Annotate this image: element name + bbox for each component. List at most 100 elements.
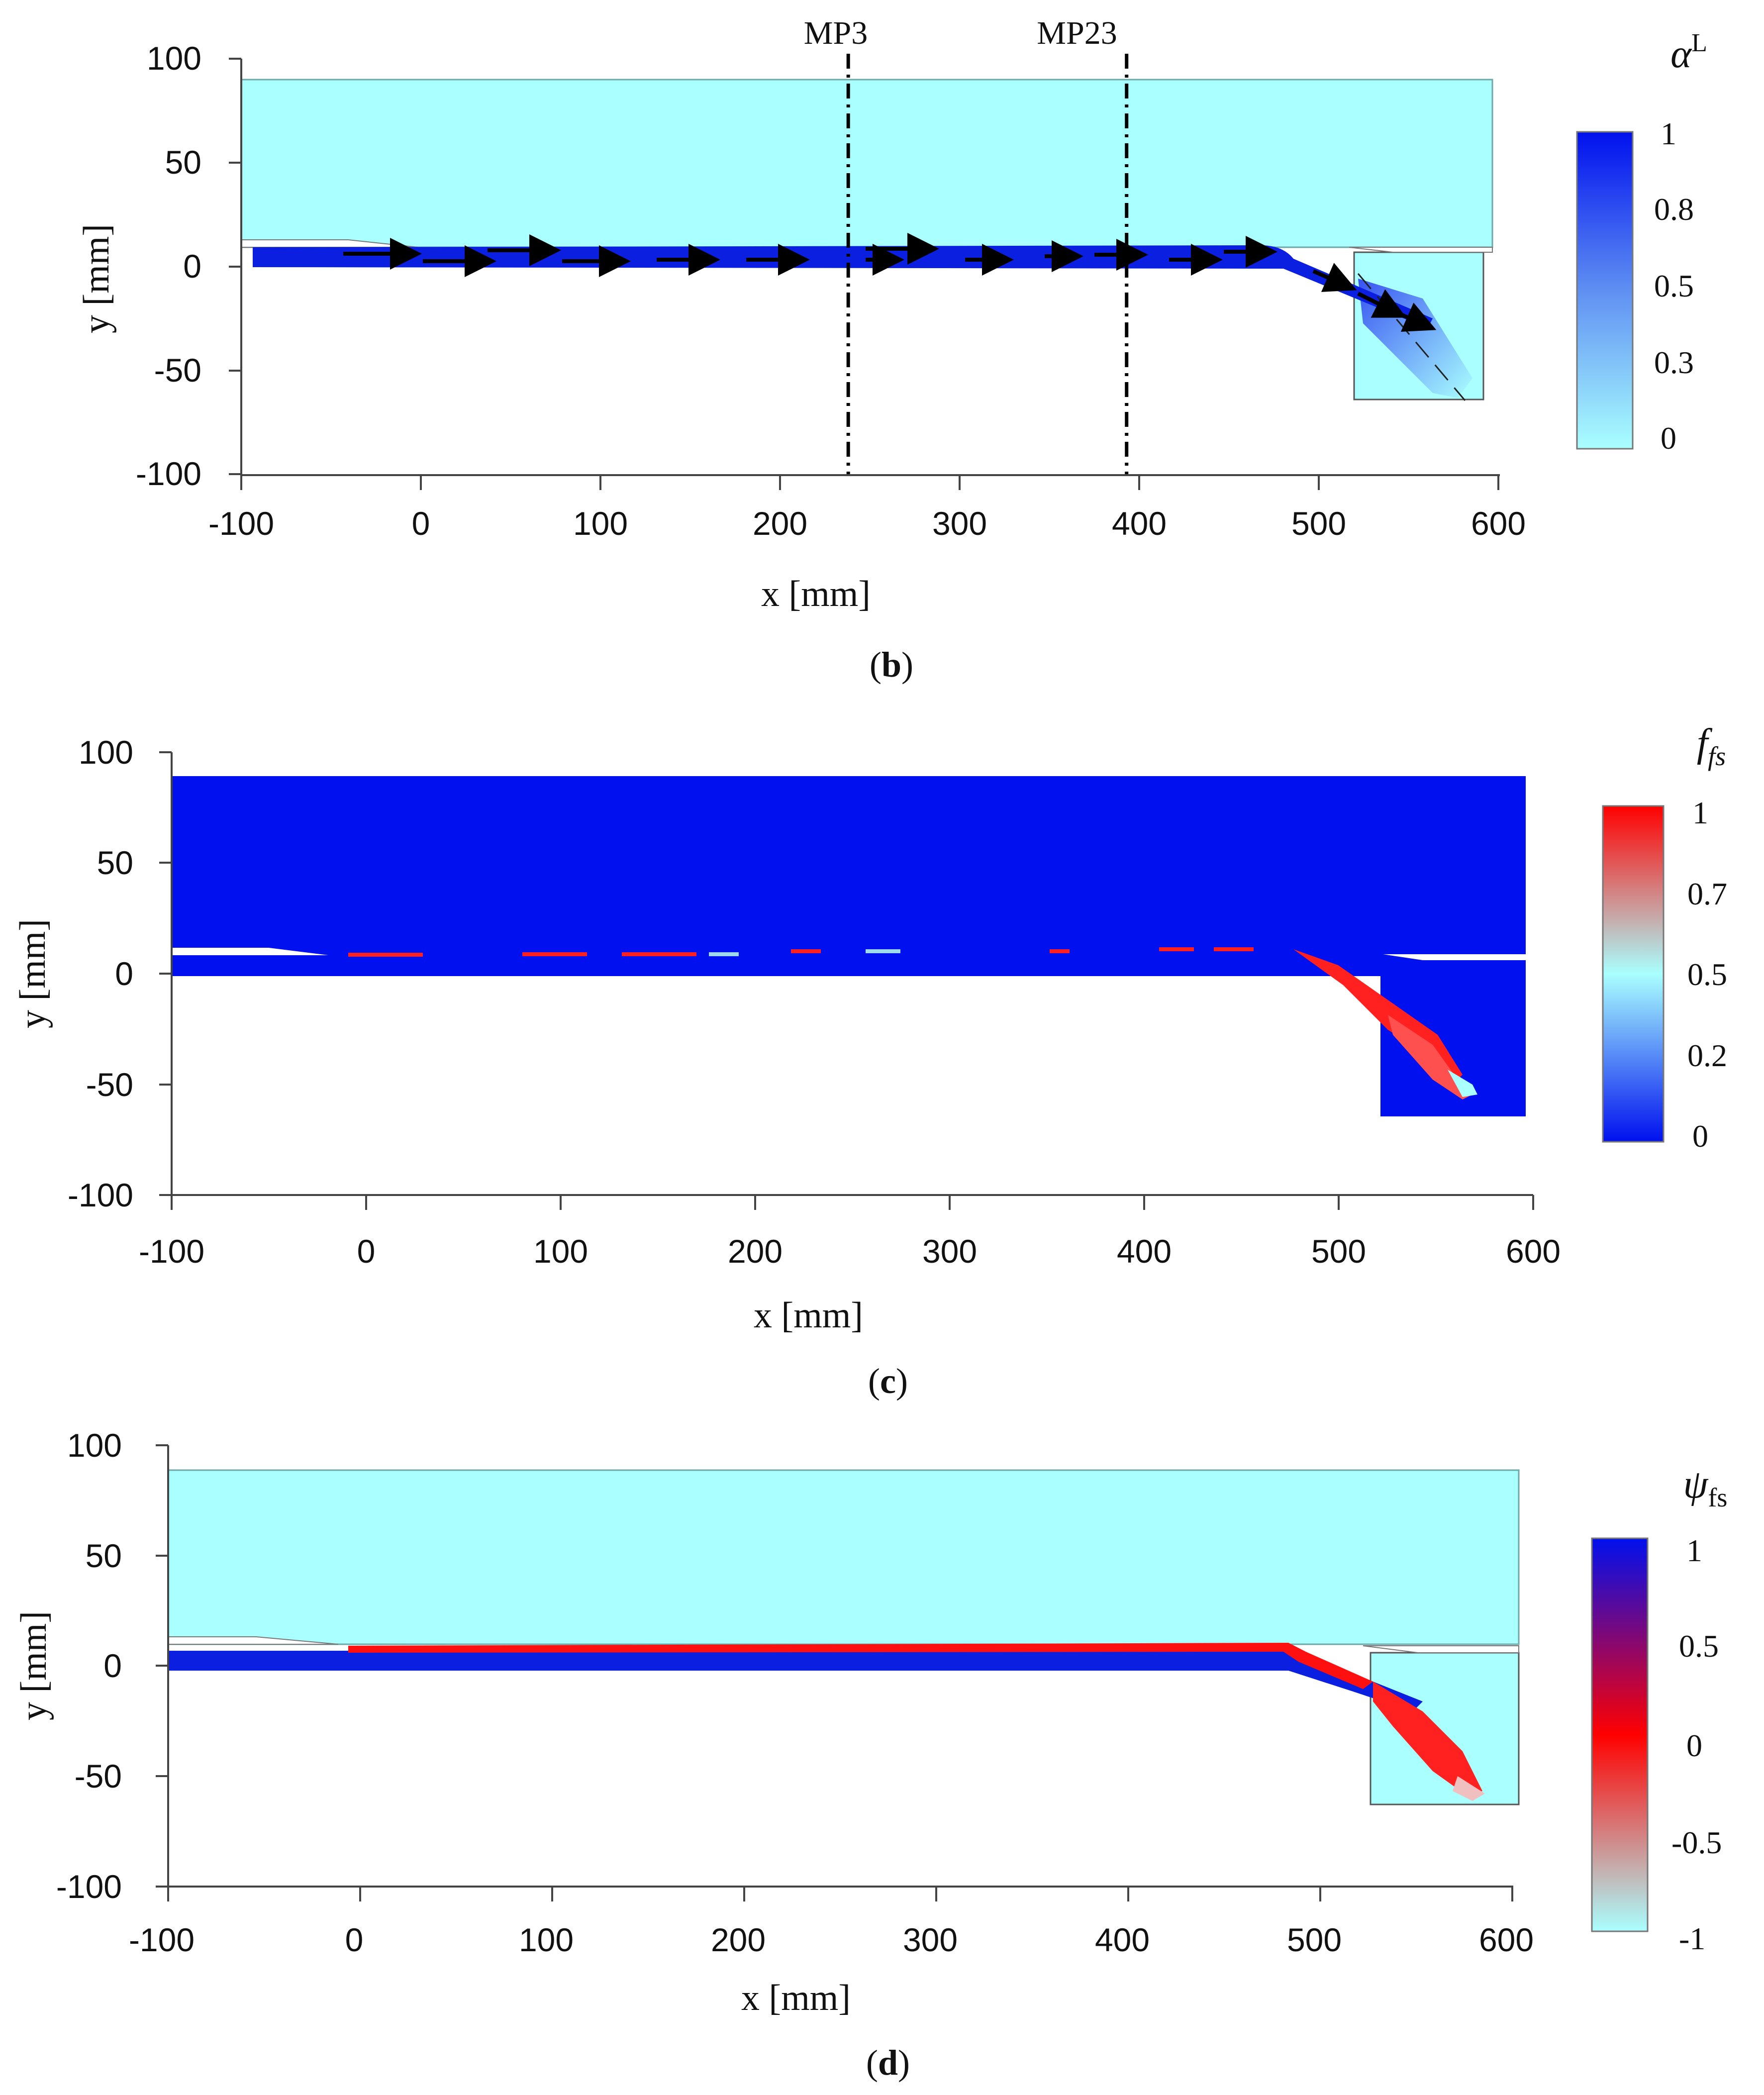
- colorbar-tick-label: 0.2: [1687, 1038, 1727, 1073]
- x-tick-label: 200: [753, 505, 807, 542]
- x-tick-label: 600: [1479, 1921, 1534, 1958]
- nozzle-wall-c: [172, 948, 328, 955]
- y-tick-label: 50: [97, 844, 133, 881]
- interface-mark: [622, 952, 696, 956]
- colorbar-tick-label: 1: [1692, 795, 1708, 830]
- y-ticks-b: [229, 58, 241, 475]
- outlet-box-d: [1370, 1652, 1520, 1805]
- plate-wall-c: [1383, 954, 1526, 960]
- x-tick-label: 100: [573, 505, 628, 542]
- y-tick-labels-d: 100 50 0 -50 -100: [56, 1427, 122, 1905]
- y-tick-label: 100: [79, 734, 133, 771]
- interface-marks-c: [348, 947, 1477, 1099]
- fluid-domain-d: [167, 1469, 1520, 1645]
- interface-mark: [1214, 947, 1254, 951]
- colorbar-title-c: ffs: [1697, 721, 1726, 771]
- x-tick-label: 400: [1112, 505, 1167, 542]
- y-tick-label: -100: [68, 1177, 133, 1213]
- y-tick-label: 50: [165, 144, 201, 181]
- panel-label-d: (d): [866, 2043, 910, 2083]
- probe-label-mp23: MP23: [1037, 15, 1117, 51]
- x-axis-label-d: x [mm]: [741, 1978, 851, 2018]
- field-d: [167, 1469, 1520, 1805]
- x-tick-label: 100: [533, 1233, 588, 1270]
- colorbar-gradient-b: [1576, 131, 1634, 450]
- colorbar-b: αL 1 0.8 0.5 0.3 0: [1576, 29, 1707, 456]
- y-axis-label-d: y [mm]: [13, 1611, 54, 1720]
- y-ticks-d: [156, 1444, 168, 1888]
- x-tick-label: 0: [345, 1921, 364, 1958]
- probe-label-mp3: MP3: [804, 15, 868, 51]
- x-tick-labels-b: -100 0 100 200 300 400 500 600: [208, 505, 1526, 542]
- x-axis-label-b: x [mm]: [761, 574, 871, 614]
- velocity-arrow: [1392, 302, 1437, 332]
- y-tick-label: 0: [183, 248, 201, 285]
- x-tick-label: 500: [1311, 1233, 1366, 1270]
- lower-region-c: [1301, 976, 1380, 1195]
- x-tick-label: 400: [1095, 1921, 1150, 1958]
- spray-streak-c: [1293, 949, 1463, 1085]
- colorbar-title-b: αL: [1670, 29, 1707, 76]
- x-tick-label: 300: [932, 505, 987, 542]
- field-b: [240, 79, 1493, 401]
- x-tick-label: -100: [139, 1233, 204, 1270]
- colorbar-tick-label: -0.5: [1671, 1825, 1722, 1860]
- colorbar-tick-label: 0.5: [1679, 1628, 1719, 1664]
- panel-letter-b: b: [882, 645, 901, 685]
- x-tick-label: 300: [922, 1233, 977, 1270]
- fluid-domain-b: [240, 79, 1493, 248]
- x-tick-label: -100: [129, 1921, 195, 1958]
- interface-mark: [348, 953, 423, 957]
- y-tick-label: -50: [86, 1066, 133, 1103]
- y-axis-label-c: y [mm]: [12, 919, 53, 1028]
- x-ticks-d: [167, 1887, 1513, 1901]
- interface-mark: [866, 949, 900, 953]
- x-tick-label: 0: [357, 1233, 376, 1270]
- colorbar-tick-label: 0.7: [1687, 876, 1727, 911]
- y-tick-label: -100: [136, 455, 201, 492]
- interface-mark: [709, 952, 739, 956]
- spray-streak-c: [1388, 1015, 1472, 1099]
- x-tick-label: 300: [903, 1921, 958, 1958]
- colorbar-tick-label: 1: [1661, 116, 1676, 151]
- axes-d: [156, 1444, 1513, 1901]
- y-tick-label: 0: [115, 955, 133, 992]
- spray-tip-c: [1448, 1070, 1477, 1097]
- colorbar-title-sub: fs: [1708, 1483, 1727, 1512]
- colorbar-tick-label: 0.8: [1654, 192, 1694, 227]
- colorbar-tick-label: 0: [1692, 1118, 1708, 1154]
- y-ticks-c: [159, 751, 172, 1196]
- axes-c: [159, 751, 1534, 1210]
- colorbar-tick-label: 0.5: [1654, 268, 1694, 303]
- panel-d: -100 0 100 200 300 400 500 600 100 50 0 …: [13, 1427, 1727, 2083]
- colorbar-title-sub: fs: [1708, 741, 1726, 771]
- panel-c: -100 0 100 200 300 400 500 600 100 50 0 …: [12, 721, 1727, 1401]
- y-tick-labels-c: 100 50 0 -50 -100: [68, 734, 133, 1213]
- x-tick-label: 600: [1506, 1233, 1561, 1270]
- plate-wall-d: [1363, 1645, 1519, 1653]
- open-region-c: [172, 976, 1301, 1195]
- colorbar-title-sup: L: [1691, 29, 1707, 57]
- x-tick-labels-d: -100 0 100 200 300 400 500 600: [129, 1921, 1534, 1958]
- y-axis-label-b: y [mm]: [76, 224, 117, 333]
- interface-mark: [791, 949, 821, 953]
- colorbar-tick-label: 0: [1686, 1728, 1702, 1763]
- colorbar-title-symbol: ψ: [1683, 1463, 1709, 1506]
- x-tick-label: 600: [1471, 505, 1526, 542]
- y-tick-label: -50: [154, 352, 201, 389]
- x-axis-label-c: x [mm]: [754, 1295, 863, 1336]
- field-c: [172, 776, 1526, 1195]
- liquid-jet-d: [168, 1651, 1282, 1671]
- interface-mark: [1050, 949, 1070, 953]
- panel-label-b: (b): [870, 645, 913, 685]
- y-tick-label: -50: [75, 1758, 122, 1795]
- interface-mark: [1159, 947, 1194, 951]
- x-tick-label: 200: [711, 1921, 766, 1958]
- colorbar-d: ψfs 1 0.5 0 -0.5 -1: [1591, 1463, 1727, 1956]
- panel-b: MP3 MP23 -1: [76, 15, 1707, 685]
- fluid-domain-c: [172, 776, 1526, 961]
- interface-mark: [522, 952, 587, 956]
- y-tick-label: 50: [86, 1537, 122, 1574]
- interface-layer-d: [348, 1643, 1373, 1689]
- y-tick-label: 100: [67, 1427, 122, 1464]
